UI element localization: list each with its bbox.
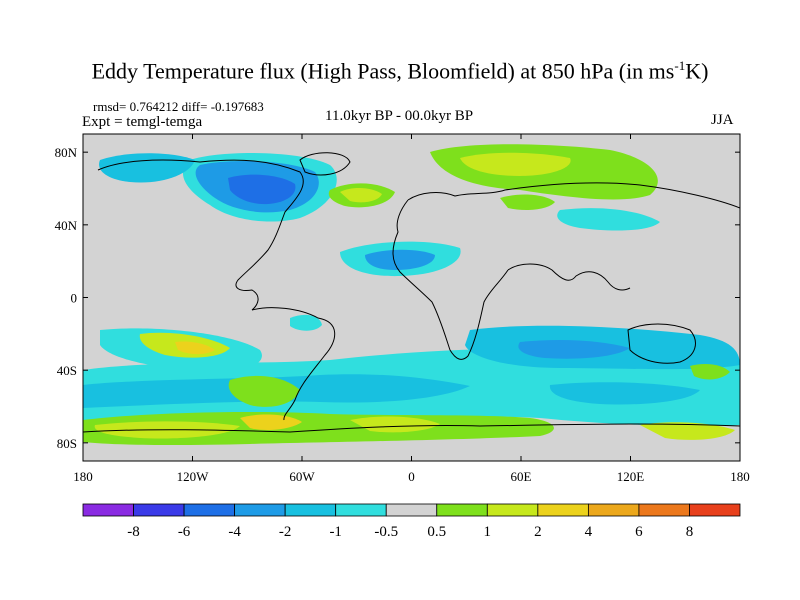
colorbar-swatch — [133, 503, 185, 517]
colorbar-label: -8 — [127, 524, 140, 540]
lat-tick-label: 80N — [55, 145, 78, 160]
colorbar: -8 -6 -4 -2 -1 -0.5 0.5 1 2 4 6 8 — [82, 503, 741, 540]
anomaly-region — [228, 375, 300, 407]
anomaly-region — [175, 341, 215, 355]
colorbar-swatch — [537, 503, 589, 517]
anomaly-region — [557, 208, 660, 231]
colorbar-label: -4 — [228, 524, 241, 540]
anomaly-region — [83, 412, 554, 446]
colorbar-label: 2 — [534, 524, 542, 540]
colorbar-swatch — [689, 503, 741, 517]
lon-tick-label: 60W — [289, 469, 315, 484]
colorbar-swatch — [284, 503, 337, 517]
colorbar-swatch — [335, 503, 387, 517]
stats-label: rmsd= 0.764212 diff= -0.197683 — [93, 99, 264, 114]
lat-tick-label: 40S — [57, 363, 77, 378]
colorbar-label: 8 — [686, 524, 694, 540]
anomaly-region — [350, 416, 440, 433]
anomaly-region — [518, 340, 630, 359]
anomaly-region — [549, 382, 700, 405]
anomaly-region — [290, 314, 322, 331]
anomaly-region — [365, 249, 435, 270]
period-label: 11.0kyr BP - 00.0kyr BP — [325, 108, 474, 124]
colorbar-swatch — [486, 503, 539, 517]
colorbar-swatch — [82, 503, 134, 517]
lon-tick-label: 120W — [177, 469, 210, 484]
colorbar-swatch — [234, 503, 286, 517]
anomaly-region — [500, 194, 555, 210]
lon-tick-label: 180 — [730, 469, 750, 484]
colorbar-label: -6 — [178, 524, 191, 540]
lon-tick-label: 0 — [408, 469, 415, 484]
colorbar-swatch — [183, 503, 236, 517]
colorbar-label: 6 — [635, 524, 643, 540]
lat-tick-label: 80S — [57, 436, 77, 451]
lon-tick-label: 60E — [511, 469, 532, 484]
lat-tick-label: 0 — [71, 291, 78, 306]
colorbar-label: 1 — [484, 524, 492, 540]
chart-title: Eddy Temperature flux (High Pass, Bloomf… — [91, 58, 709, 84]
latitude-axis: 80N 40N 0 40S 80S — [55, 145, 740, 451]
colorbar-label: 4 — [585, 524, 593, 540]
lon-tick-label: 120E — [617, 469, 645, 484]
flux-field — [83, 144, 740, 446]
lat-tick-label: 40N — [55, 218, 78, 233]
anomaly-region — [460, 152, 571, 176]
anomaly-region — [340, 188, 382, 203]
colorbar-label: 0.5 — [427, 524, 446, 540]
experiment-label: Expt = temgl-temga — [82, 114, 203, 130]
anomaly-region — [228, 174, 296, 205]
colorbar-label: -1 — [329, 524, 342, 540]
map-panel: 80N 40N 0 40S 80S 180 120W 60W 0 60E 120E 180 — [55, 133, 750, 484]
colorbar-swatch — [587, 503, 640, 517]
colorbar-label: -0.5 — [374, 524, 398, 540]
anomaly-region — [690, 364, 730, 380]
coastlines — [83, 152, 740, 433]
colorbar-label: -2 — [279, 524, 292, 540]
longitude-axis: 180 120W 60W 0 60E 120E 180 — [73, 134, 750, 484]
lon-tick-label: 180 — [73, 469, 93, 484]
season-label: JJA — [711, 112, 734, 128]
anomaly-region — [640, 422, 735, 440]
anomaly-region — [240, 414, 302, 430]
colorbar-swatch — [436, 503, 488, 517]
colorbar-swatch — [385, 503, 438, 517]
colorbar-swatch — [638, 503, 690, 517]
